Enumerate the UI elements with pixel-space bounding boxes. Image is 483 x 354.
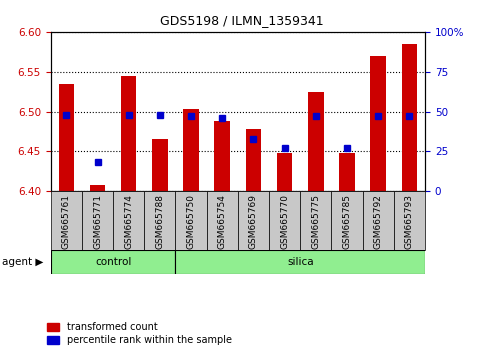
Bar bbox=[394, 191, 425, 250]
Text: GSM665769: GSM665769 bbox=[249, 194, 258, 249]
Text: control: control bbox=[95, 257, 131, 267]
Text: silica: silica bbox=[287, 257, 313, 267]
Text: GSM665793: GSM665793 bbox=[405, 194, 414, 249]
Bar bbox=[308, 92, 324, 191]
Bar bbox=[82, 191, 113, 250]
Text: GSM665771: GSM665771 bbox=[93, 194, 102, 249]
Legend: transformed count, percentile rank within the sample: transformed count, percentile rank withi… bbox=[43, 319, 236, 349]
Text: GSM665775: GSM665775 bbox=[312, 194, 320, 249]
Bar bbox=[175, 191, 207, 250]
Bar bbox=[339, 153, 355, 191]
Bar bbox=[370, 56, 386, 191]
Bar bbox=[246, 129, 261, 191]
Bar bbox=[207, 191, 238, 250]
Text: GSM665785: GSM665785 bbox=[342, 194, 352, 249]
Bar bbox=[238, 191, 269, 250]
Bar bbox=[269, 191, 300, 250]
Bar bbox=[175, 250, 425, 274]
Text: GSM665750: GSM665750 bbox=[186, 194, 196, 249]
Text: GSM665754: GSM665754 bbox=[218, 194, 227, 249]
Bar bbox=[331, 191, 363, 250]
Bar bbox=[183, 109, 199, 191]
Text: GDS5198 / ILMN_1359341: GDS5198 / ILMN_1359341 bbox=[160, 14, 323, 27]
Bar bbox=[51, 250, 175, 274]
Text: GSM665788: GSM665788 bbox=[156, 194, 164, 249]
Bar bbox=[363, 191, 394, 250]
Bar bbox=[402, 44, 417, 191]
Text: GSM665770: GSM665770 bbox=[280, 194, 289, 249]
Bar bbox=[113, 191, 144, 250]
Text: agent ▶: agent ▶ bbox=[2, 257, 44, 267]
Bar bbox=[51, 191, 82, 250]
Bar bbox=[214, 121, 230, 191]
Bar bbox=[58, 84, 74, 191]
Text: GSM665792: GSM665792 bbox=[374, 194, 383, 249]
Bar bbox=[277, 153, 293, 191]
Bar bbox=[90, 185, 105, 191]
Text: GSM665774: GSM665774 bbox=[124, 194, 133, 249]
Text: GSM665761: GSM665761 bbox=[62, 194, 71, 249]
Bar bbox=[121, 76, 137, 191]
Bar bbox=[144, 191, 175, 250]
Bar bbox=[300, 191, 331, 250]
Bar bbox=[152, 139, 168, 191]
